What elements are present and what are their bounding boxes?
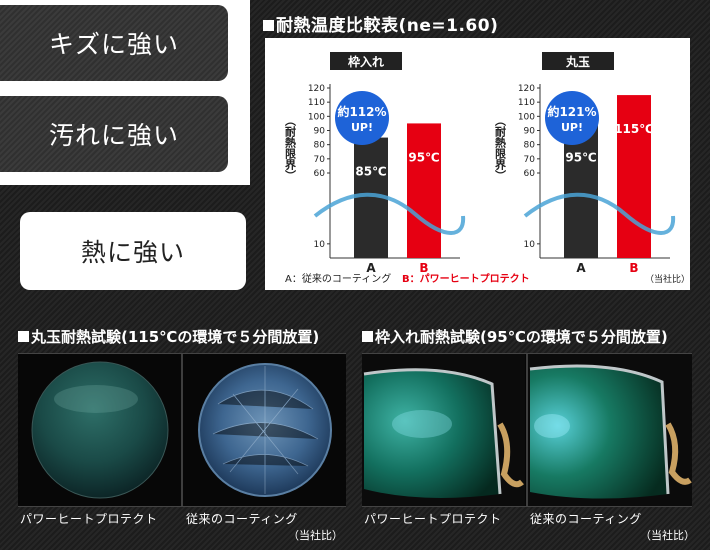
tab-stain-resistance[interactable]: 汚れに強い — [0, 96, 228, 172]
frame-lens-caption-conventional: 従来のコーティング — [530, 512, 642, 526]
tab-heat-resistance[interactable]: 熱に強い — [20, 212, 246, 290]
y-axis-label: （耐熱限界） — [494, 115, 508, 181]
legend-a: A：従来のコーティング — [285, 272, 391, 285]
chart-title: 枠入れ — [348, 54, 384, 69]
chart-round-lens: 丸玉 （耐熱限界） 10 60 70 80 90 100 110 120 95℃ A 115℃ B 約121… — [494, 52, 676, 275]
y-tick-label: 90 — [524, 127, 536, 137]
round-lens-caption-protected: パワーヒートプロテクト — [20, 512, 158, 526]
chart-title-box — [542, 52, 614, 70]
protected-lens-image — [31, 361, 169, 499]
increase-badge-percent: 約121% — [547, 104, 596, 119]
chart-note: （当社比） — [645, 273, 690, 285]
bar-value-label: 85℃ — [355, 165, 386, 179]
y-tick-label: 60 — [524, 169, 536, 179]
frame-lens-note: （当社比） — [640, 529, 695, 542]
tab-scratch-resistance[interactable]: キズに強い — [0, 5, 228, 81]
square-bullet-icon — [18, 331, 29, 342]
round-lens-test-title: 丸玉耐熱試験(115℃の環境で５分間放置) — [31, 328, 320, 346]
frame-test-title: 枠入れ耐熱試験(95℃の環境で５分間放置) — [375, 328, 668, 346]
chart-title: 丸玉 — [565, 54, 590, 69]
y-tick-label: 10 — [524, 240, 536, 250]
bar-b — [407, 123, 441, 259]
protected-frame-lens-image — [364, 369, 500, 498]
increase-badge — [335, 91, 389, 145]
eyeglass-frame — [363, 368, 502, 495]
heat-wave-line — [313, 192, 466, 235]
x-tick-label: B — [629, 261, 638, 275]
comparison-charts: 枠入れ （耐熱限界） 10 60 70 80 90 100 110 120 85℃ A 95℃ B 約112… — [284, 52, 690, 285]
round-lens-caption-conventional: 従来のコーティング — [186, 512, 298, 526]
square-bullet-icon — [362, 331, 373, 342]
y-tick-label: 70 — [524, 155, 536, 165]
lens-reflection — [534, 414, 570, 438]
y-tick-label: 100 — [518, 112, 535, 122]
conventional-frame-lens-image — [530, 365, 668, 499]
frame-test-heading: 枠入れ耐熱試験(95℃の環境で５分間放置) — [362, 326, 668, 347]
x-tick-label: A — [576, 261, 586, 275]
y-tick-label: 70 — [314, 155, 326, 165]
legend-b: B：パワーヒートプロテクト — [402, 272, 530, 285]
bar-value-label: 115℃ — [614, 122, 654, 136]
chart-section-title: 耐熱温度比較表(ne=1.60) — [276, 16, 499, 36]
bar-value-label: 95℃ — [565, 150, 596, 164]
y-tick-label: 10 — [314, 240, 326, 250]
conventional-lens-image — [198, 363, 332, 497]
bar-a — [564, 123, 598, 259]
heat-wave-line — [523, 192, 676, 235]
tab-label: 汚れに強い — [48, 121, 179, 150]
increase-badge — [545, 91, 599, 145]
tab-label: キズに強い — [48, 30, 179, 59]
y-tick-label: 60 — [314, 169, 326, 179]
x-tick-label: B — [419, 261, 428, 275]
round-lens-photo-pair — [18, 354, 346, 506]
chart-frame-set: 枠入れ （耐熱限界） 10 60 70 80 90 100 110 120 85℃ A 95℃ B 約112… — [284, 52, 466, 275]
y-tick-label: 120 — [518, 84, 535, 94]
crack-pattern — [212, 366, 319, 494]
y-tick-label: 80 — [314, 141, 326, 151]
lens-reflection — [392, 410, 452, 438]
increase-badge-up: UP! — [351, 121, 373, 134]
square-bullet-icon — [263, 20, 274, 31]
nose-pad — [497, 422, 524, 488]
y-tick-label: 110 — [308, 98, 325, 108]
lens-reflection — [54, 385, 138, 413]
y-tick-label: 90 — [314, 127, 326, 137]
frame-lens-photo-pair — [362, 354, 692, 506]
bar-value-label: 95℃ — [408, 150, 439, 164]
x-tick-label: A — [366, 261, 376, 275]
bar-b — [617, 95, 651, 258]
heat-comparison-panel: 枠入れ （耐熱限界） 10 60 70 80 90 100 110 120 85℃ A 95℃ B 約112… — [265, 38, 690, 290]
y-tick-label: 100 — [308, 112, 325, 122]
y-tick-label: 120 — [308, 84, 325, 94]
y-tick-label: 80 — [524, 141, 536, 151]
frame-lens-caption-protected: パワーヒートプロテクト — [364, 512, 502, 526]
eyeglass-frame — [529, 364, 670, 495]
y-tick-label: 110 — [518, 98, 535, 108]
increase-badge-percent: 約112% — [337, 104, 386, 119]
nose-pad — [665, 422, 692, 485]
chart-title-box — [330, 52, 402, 70]
y-axis-label: （耐熱限界） — [284, 115, 298, 181]
increase-badge-up: UP! — [561, 121, 583, 134]
tab-label: 熱に強い — [80, 238, 185, 267]
round-lens-note: （当社比） — [288, 529, 343, 542]
round-lens-photos — [18, 353, 346, 507]
frame-lens-photos — [362, 353, 692, 507]
chart-section-heading: 耐熱温度比較表(ne=1.60) — [263, 11, 498, 36]
round-lens-test-heading: 丸玉耐熱試験(115℃の環境で５分間放置) — [18, 326, 319, 347]
